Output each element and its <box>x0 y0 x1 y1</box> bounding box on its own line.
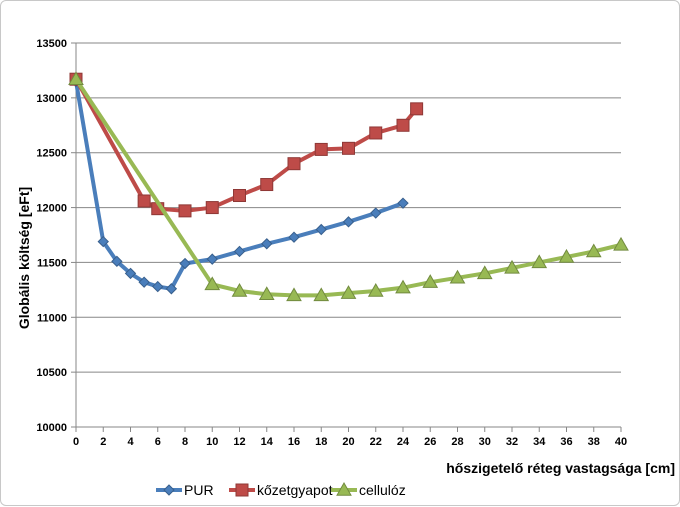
legend-label: PUR <box>184 482 214 498</box>
data-point-kozetgyapot <box>410 102 424 116</box>
x-tick-label: 12 <box>233 436 245 448</box>
x-tick-label: 2 <box>100 436 106 448</box>
x-tick-label: 18 <box>315 436 327 448</box>
data-point-pur <box>165 283 178 295</box>
y-tick-label: 10500 <box>36 367 67 379</box>
legend-marker <box>163 484 175 496</box>
x-axis-title: hőszigetelő réteg vastagsága [cm] <box>446 460 675 476</box>
y-tick-label: 13000 <box>36 93 67 105</box>
data-point-celluloz <box>231 282 248 297</box>
data-point-pur <box>124 267 137 280</box>
data-point-pur <box>370 207 382 219</box>
y-tick-label: 12000 <box>36 203 67 215</box>
x-tick-label: 40 <box>615 436 627 448</box>
data-point-pur <box>138 276 150 288</box>
data-point-pur <box>97 235 109 248</box>
x-tick-label: 14 <box>261 436 274 448</box>
y-tick-label: 12500 <box>36 148 67 160</box>
legend-item-celluloz: cellulóz <box>331 481 406 498</box>
x-tick-label: 26 <box>424 436 436 448</box>
x-tick-label: 8 <box>182 436 188 448</box>
y-axis-title: Globális költség [eFt] <box>16 187 32 329</box>
series-celluloz <box>68 71 629 302</box>
data-point-pur <box>261 238 273 250</box>
data-point-celluloz <box>258 286 275 300</box>
series-layer <box>68 71 629 302</box>
data-point-kozetgyapot <box>260 178 274 192</box>
x-tick-label: 4 <box>127 436 134 448</box>
data-point-kozetgyapot <box>314 142 328 156</box>
data-point-pur <box>315 223 327 236</box>
x-tick-label: 10 <box>206 436 218 448</box>
y-tick-label: 11500 <box>37 257 67 269</box>
data-point-celluloz <box>286 287 302 302</box>
y-tick-label: 13500 <box>36 38 67 50</box>
data-point-celluloz <box>395 279 411 294</box>
legend-label: cellulóz <box>359 482 406 498</box>
data-point-celluloz <box>531 254 548 269</box>
x-tick-label: 36 <box>560 436 572 448</box>
data-point-kozetgyapot <box>342 141 355 155</box>
series-line-pur <box>74 81 404 291</box>
data-point-kozetgyapot <box>137 194 151 208</box>
tick-labels: 10000 10500 11000 11500 12000 12500 13000 13500… <box>36 38 627 448</box>
data-point-kozetgyapot <box>205 201 219 215</box>
data-point-kozetgyapot <box>369 126 383 140</box>
data-point-pur <box>111 255 123 268</box>
legend-marker <box>336 481 352 496</box>
data-point-celluloz <box>558 248 575 263</box>
x-tick-label: 0 <box>73 436 79 448</box>
axes <box>71 42 622 432</box>
x-tick-label: 32 <box>506 436 518 448</box>
data-point-celluloz <box>585 243 602 258</box>
x-tick-label: 30 <box>479 436 491 448</box>
series-kozetgyapot <box>69 72 424 218</box>
series-pur <box>70 75 409 295</box>
data-point-kozetgyapot <box>396 118 410 132</box>
x-tick-label: 34 <box>533 436 546 448</box>
y-tick-label: 11000 <box>37 312 67 324</box>
series-line-kozetgyapot <box>74 78 419 213</box>
legend-item-pur: PUR <box>156 482 214 498</box>
data-point-celluloz <box>367 282 384 297</box>
x-tick-label: 16 <box>288 436 300 448</box>
data-point-celluloz <box>68 71 84 85</box>
data-point-celluloz <box>422 274 439 288</box>
data-point-pur <box>206 253 218 265</box>
x-tick-label: 6 <box>155 436 161 448</box>
legend: PUR kőzetgyapot cellulóz <box>156 481 406 498</box>
y-tick-label: 10000 <box>36 422 67 434</box>
legend-item-kozetgyapot: kőzetgyapot <box>229 482 333 498</box>
data-point-celluloz <box>613 236 629 251</box>
data-point-celluloz <box>476 265 493 280</box>
data-point-celluloz <box>204 276 221 291</box>
legend-marker <box>235 483 249 497</box>
data-point-celluloz <box>313 287 330 302</box>
x-tick-label: 22 <box>370 436 382 448</box>
data-point-celluloz <box>340 285 357 299</box>
data-point-pur <box>288 231 300 243</box>
x-tick-label: 38 <box>588 436 600 448</box>
data-point-celluloz <box>504 259 520 274</box>
x-tick-label: 28 <box>451 436 463 448</box>
data-point-pur <box>342 216 355 228</box>
data-point-pur <box>152 280 164 293</box>
data-point-pur <box>397 197 409 209</box>
legend-label: kőzetgyapot <box>257 482 333 498</box>
data-point-pur <box>179 257 191 270</box>
data-point-kozetgyapot <box>178 204 192 218</box>
data-point-celluloz <box>449 269 466 284</box>
data-point-pur <box>233 245 246 258</box>
x-tick-label: 20 <box>342 436 354 448</box>
x-tick-label: 24 <box>397 436 410 448</box>
data-point-kozetgyapot <box>233 189 246 203</box>
data-point-kozetgyapot <box>287 157 301 171</box>
